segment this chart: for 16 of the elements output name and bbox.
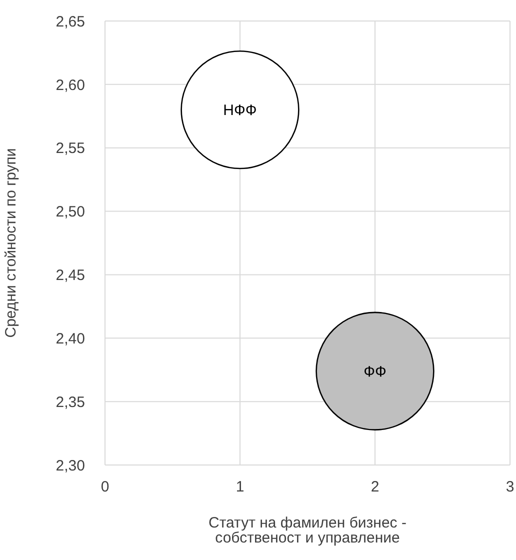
x-tick-label: 3 xyxy=(506,478,514,496)
y-tick-label: 2,35 xyxy=(56,394,85,411)
x-tick-label: 0 xyxy=(100,478,110,496)
y-tick-label: 2,30 xyxy=(56,457,85,474)
series-label: НФФ xyxy=(223,102,257,120)
x-axis-title: Статут на фамилен бизнес - собственост и управление xyxy=(208,514,406,547)
y-axis-title: Средни стойности по групи xyxy=(2,148,20,338)
y-tick-label: 2,55 xyxy=(56,140,85,158)
y-tick-label: 2,50 xyxy=(56,204,85,221)
series-label: ФФ xyxy=(364,363,386,380)
y-tick-label: 2,45 xyxy=(56,267,85,284)
x-tick-label: 2 xyxy=(370,478,380,496)
x-tick-label: 1 xyxy=(236,478,244,496)
y-tick-label: 2,60 xyxy=(56,76,85,94)
y-tick-label: 2,65 xyxy=(56,13,85,30)
y-tick-label: 2,40 xyxy=(56,330,85,348)
